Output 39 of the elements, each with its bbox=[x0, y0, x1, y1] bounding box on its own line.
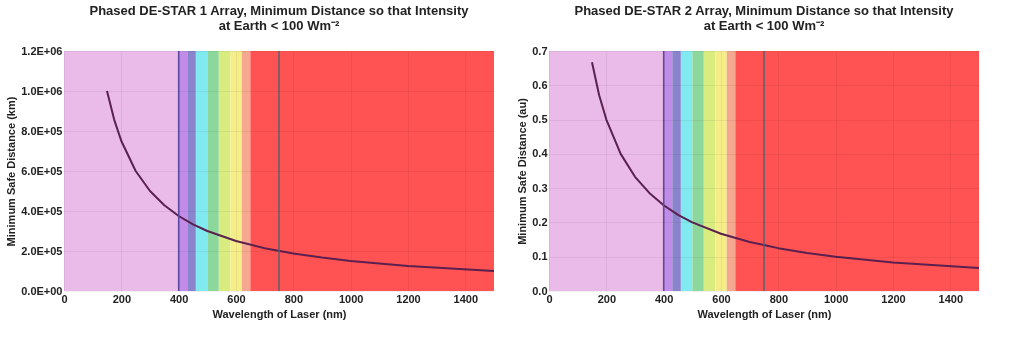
x-axis-title: Wavelength of Laser (nm) bbox=[212, 307, 347, 320]
y-tick-label: 8.0E+05 bbox=[21, 124, 63, 137]
x-tick-label: 1000 bbox=[338, 292, 364, 305]
chart-title: Phased DE-STAR 1 Array, Minimum Distance so that Intensity at Earth < 100 Wm⁻² bbox=[89, 3, 470, 33]
x-tick-label: 600 bbox=[227, 292, 246, 305]
x-tick-label: 600 bbox=[712, 292, 731, 305]
line-series bbox=[591, 61, 979, 270]
y-tick-label: 2.0E+05 bbox=[21, 244, 63, 257]
x-tick-label: 200 bbox=[597, 292, 617, 305]
x-tick-label: 0 bbox=[546, 292, 553, 305]
x-tick-label: 400 bbox=[654, 292, 674, 305]
y-tick-label: 0.0 bbox=[532, 284, 548, 297]
x-tick-label: 800 bbox=[284, 292, 304, 305]
y-tick-label: 0.0E+00 bbox=[21, 284, 63, 297]
x-axis-title: Wavelength of Laser (nm) bbox=[697, 307, 832, 320]
x-tick-label: 800 bbox=[769, 292, 789, 305]
y-tick-label: 4.0E+05 bbox=[21, 204, 63, 217]
y-tick-label: 0.2 bbox=[532, 215, 548, 228]
y-tick-label: 0.7 bbox=[532, 44, 548, 57]
y-tick-label: 0.4 bbox=[532, 147, 549, 160]
y-tick-label: 0.3 bbox=[532, 181, 548, 194]
chart-title: Phased DE-STAR 2 Array, Minimum Distance so that Intensity at Earth < 100 Wm⁻² bbox=[574, 3, 955, 33]
y-tick-label: 0.1 bbox=[532, 250, 548, 263]
y-axis-title: Minimum Safe Distance (au) bbox=[516, 97, 529, 245]
y-axis-title: Minimum Safe Distance (km) bbox=[5, 96, 18, 247]
y-tick-label: 6.0E+05 bbox=[21, 164, 63, 177]
x-tick-label: 1200 bbox=[396, 292, 421, 305]
line-series bbox=[106, 90, 494, 272]
x-tick-label: 400 bbox=[169, 292, 189, 305]
x-tick-label: 1000 bbox=[823, 292, 849, 305]
x-tick-label: 0 bbox=[61, 292, 68, 305]
y-tick-label: 1.2E+06 bbox=[21, 44, 63, 57]
y-tick-label: 0.5 bbox=[532, 113, 548, 126]
x-tick-label: 200 bbox=[112, 292, 132, 305]
x-tick-label: 1200 bbox=[881, 292, 906, 305]
x-tick-label: 1400 bbox=[938, 292, 964, 305]
x-tick-label: 1400 bbox=[453, 292, 479, 305]
y-tick-label: 1.0E+06 bbox=[21, 84, 63, 97]
y-tick-label: 0.6 bbox=[532, 78, 548, 91]
